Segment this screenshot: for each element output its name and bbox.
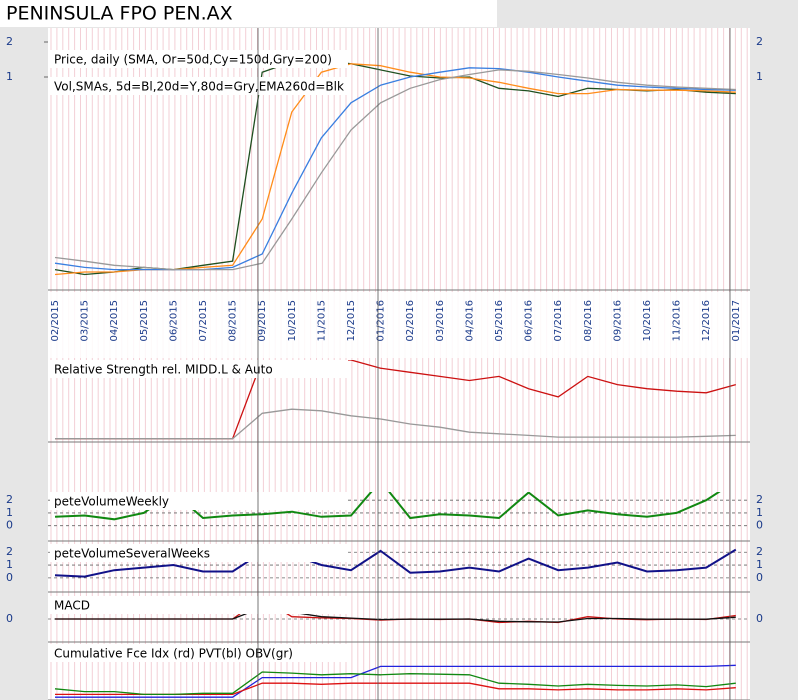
panel-title: Price, daily (SMA, Or=50d,Cy=150d,Gry=20… — [54, 53, 332, 67]
series-group — [55, 360, 736, 440]
label-box — [50, 77, 348, 95]
x-tick-label: 06/2016 — [524, 300, 535, 342]
y-tick-label: 2 — [6, 545, 13, 558]
series-line — [54, 69, 736, 271]
panel-subtitle: Vol,SMAs, 5d=Bl,20d=Y,80d=Gry,EMA260d=Bl… — [54, 80, 344, 94]
series-line — [54, 671, 736, 696]
y-tick-label: 0 — [6, 612, 13, 625]
y-tick-label: 0 — [6, 519, 13, 532]
panel-title: Cumulative Fce Idx (rd) PVT(bl) OBV(gr) — [54, 647, 293, 661]
label-box — [50, 544, 348, 562]
series-line — [55, 664, 736, 698]
x-tick-label: 12/2015 — [346, 300, 357, 342]
y-tick-label: 0 — [6, 571, 13, 584]
y-tick-label-right: 0 — [756, 571, 763, 584]
date-band — [48, 292, 750, 358]
y-tick-label: 1 — [6, 506, 13, 519]
x-tick-label: 09/2016 — [612, 300, 623, 342]
label-box — [50, 644, 348, 662]
x-tick-label: 03/2016 — [435, 300, 446, 342]
label-box — [50, 596, 348, 614]
panel-title: peteVolumeSeveralWeeks — [54, 547, 210, 561]
x-tick-label: 06/2015 — [168, 300, 179, 342]
title-box — [0, 0, 497, 27]
panel-title: MACD — [54, 599, 90, 613]
label-box — [50, 50, 348, 68]
x-tick-label: 03/2015 — [80, 300, 91, 342]
label-box — [50, 360, 348, 378]
panel-title: peteVolumeWeekly — [54, 495, 169, 509]
y-tick-label: 1 — [6, 70, 13, 83]
series-group — [54, 664, 736, 698]
x-tick-label: 02/2016 — [405, 300, 416, 342]
x-tick-label: 08/2016 — [583, 300, 594, 342]
y-tick-label-right: 2 — [756, 493, 763, 506]
x-tick-label: 08/2015 — [228, 300, 239, 342]
y-tick-label-right: 0 — [756, 612, 763, 625]
x-tick-label: 04/2016 — [464, 300, 475, 342]
series-line — [54, 548, 737, 578]
x-tick-label: 11/2015 — [316, 300, 327, 342]
series-group — [55, 597, 736, 624]
x-tick-label: 05/2015 — [139, 300, 150, 342]
x-tick-label: 07/2015 — [198, 300, 209, 342]
y-tick-label-right: 1 — [756, 70, 763, 83]
x-tick-label: 01/2016 — [376, 300, 387, 342]
x-tick-label: 02/2015 — [50, 300, 61, 342]
series-group — [54, 59, 736, 276]
y-tick-label: 1 — [6, 558, 13, 571]
series-line — [55, 606, 736, 623]
x-tick-label: 10/2016 — [642, 300, 653, 342]
series-group — [54, 548, 737, 578]
y-tick-label: 2 — [6, 493, 13, 506]
x-tick-label: 09/2015 — [257, 300, 268, 342]
panel-title: Relative Strength rel. MIDD.L & Auto — [54, 363, 273, 377]
y-tick-label-right: 1 — [756, 506, 763, 519]
y-tick-label-right: 1 — [756, 558, 763, 571]
x-tick-label: 04/2015 — [109, 300, 120, 342]
y-tick-label: 2 — [6, 35, 13, 48]
x-tick-label: 05/2016 — [494, 300, 505, 342]
label-box — [50, 492, 348, 510]
x-tick-label: 11/2016 — [672, 300, 683, 342]
x-tick-label: 10/2015 — [287, 300, 298, 342]
x-tick-label: 01/2017 — [731, 300, 742, 342]
page-title: PENINSULA FPO PEN.AX — [6, 3, 233, 25]
y-tick-label-right: 0 — [756, 519, 763, 532]
series-line — [55, 408, 736, 440]
y-tick-label-right: 2 — [756, 545, 763, 558]
x-tick-label: 12/2016 — [701, 300, 712, 342]
y-tick-label-right: 2 — [756, 35, 763, 48]
x-tick-label: 07/2016 — [553, 300, 564, 342]
